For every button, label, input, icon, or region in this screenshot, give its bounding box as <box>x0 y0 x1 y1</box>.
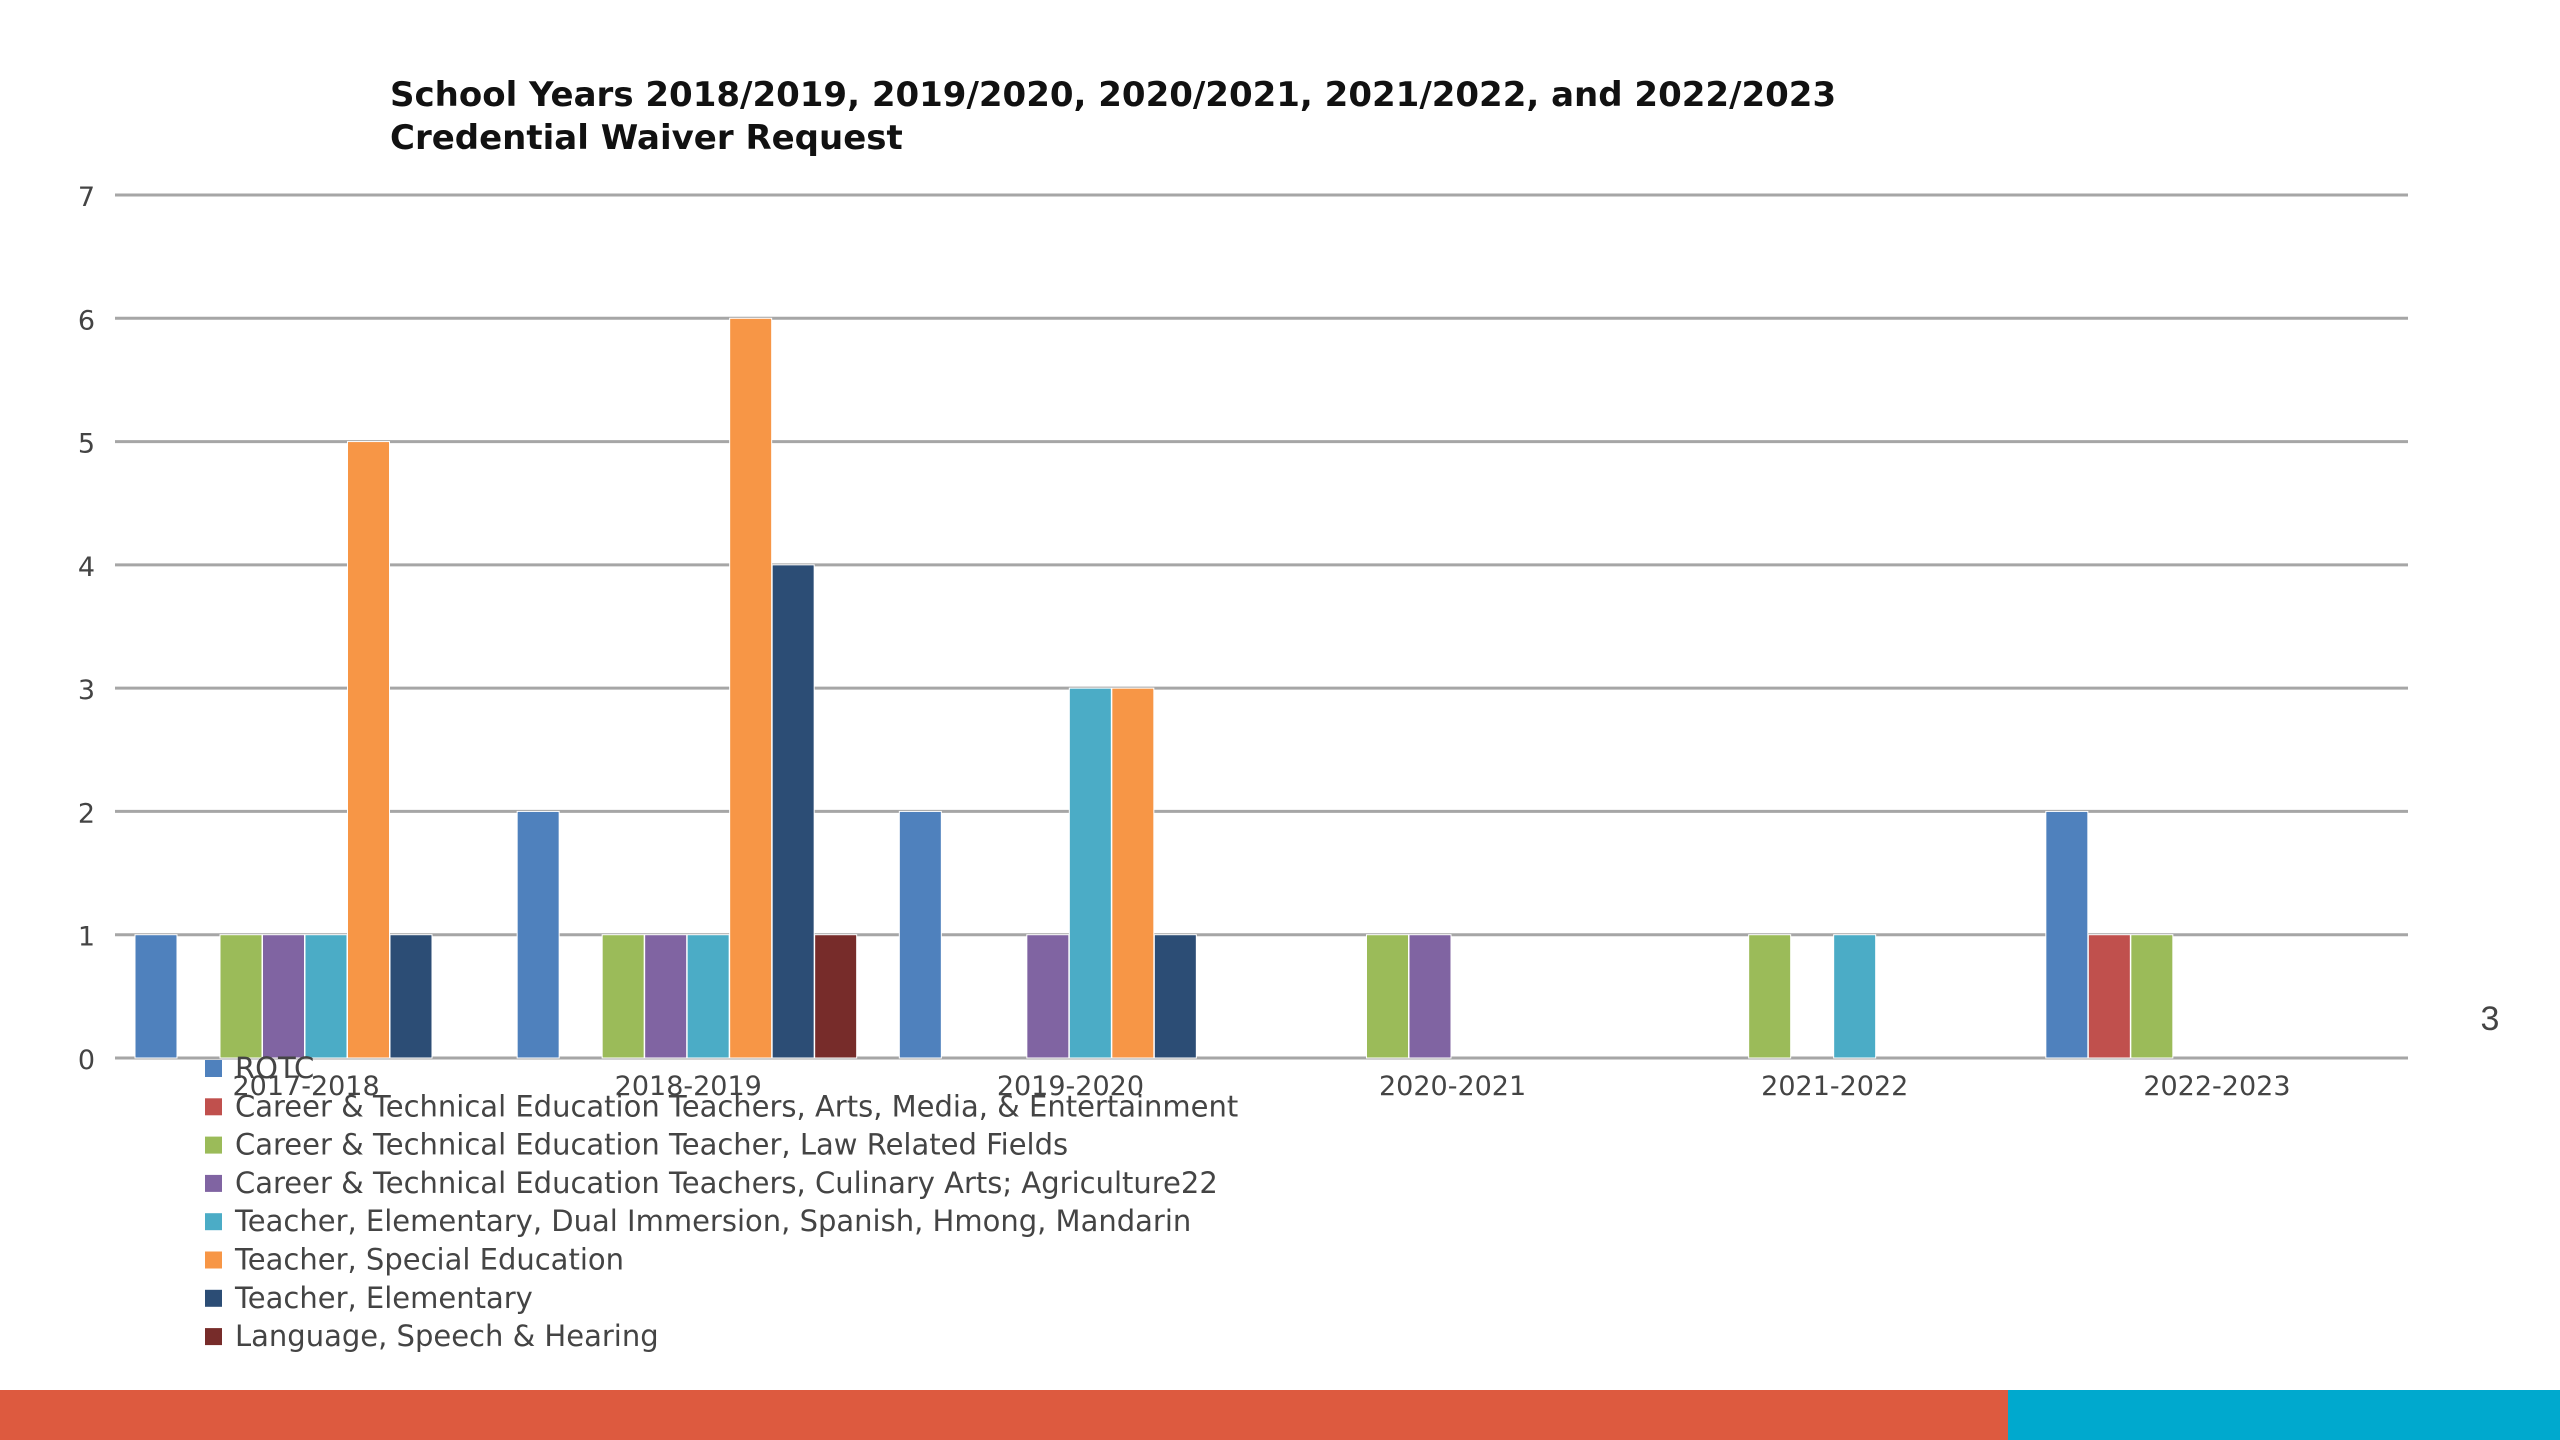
bar <box>1111 687 1155 1059</box>
bar <box>898 810 942 1059</box>
x-tick-label: 2019-2020 <box>997 1071 1144 1102</box>
y-tick-label: 4 <box>78 552 95 583</box>
bar <box>219 934 263 1059</box>
bar <box>814 934 858 1059</box>
legend: ROTC Career & Technical Education Teacher… <box>205 1051 1238 1353</box>
legend-label: Teacher, Elementary <box>234 1281 533 1315</box>
footer-bar-blue <box>2008 1390 2560 1440</box>
x-tick-label: 2017-2018 <box>232 1071 379 1102</box>
bar <box>644 934 688 1059</box>
x-tick-label: 2018-2019 <box>615 1071 762 1102</box>
bar <box>1153 934 1197 1059</box>
y-tick-label: 6 <box>78 305 95 336</box>
bar <box>516 810 560 1059</box>
bar <box>134 934 178 1059</box>
bar <box>1026 934 1070 1059</box>
bar <box>601 934 645 1059</box>
x-axis-ticks: 2017-2018 2018-2019 2019-2020 2020-2021 2021… <box>232 1071 2290 1102</box>
chart-title: School Years 2018/2019, 2019/2020, 2020/… <box>390 75 1836 115</box>
legend-label: Career & Technical Education Teachers, A… <box>235 1089 1238 1123</box>
legend-swatch <box>205 1136 222 1154</box>
footer-bar-orange <box>0 1390 2008 1440</box>
y-tick-label: 5 <box>78 429 95 460</box>
legend-swatch <box>205 1251 222 1269</box>
y-tick-label: 1 <box>78 922 95 953</box>
legend-swatch <box>205 1213 222 1231</box>
x-tick-label: 2020-2021 <box>1379 1071 1526 1102</box>
bar <box>347 441 390 1059</box>
chart-subtitle: Credential Waiver Request <box>390 118 903 158</box>
y-tick-label: 3 <box>78 675 95 706</box>
x-tick-label: 2022-2023 <box>2143 1071 2290 1102</box>
bar <box>771 564 815 1059</box>
legend-swatch <box>205 1289 222 1307</box>
page-number: 3 <box>2480 1000 2500 1038</box>
y-tick-label: 0 <box>78 1045 95 1076</box>
legend-label: Teacher, Elementary, Dual Immersion, Spa… <box>234 1204 1191 1238</box>
x-tick-label: 2021-2022 <box>1761 1071 1908 1102</box>
bar <box>2045 810 2089 1059</box>
bar <box>304 934 348 1059</box>
bar <box>389 934 433 1059</box>
legend-label: Teacher, Special Education <box>234 1243 624 1277</box>
legend-label: Career & Technical Education Teachers, C… <box>235 1166 1218 1200</box>
legend-swatch <box>205 1328 222 1346</box>
y-tick-label: 2 <box>78 798 95 829</box>
legend-label: ROTC <box>235 1051 314 1085</box>
bar <box>729 317 773 1059</box>
y-axis-ticks: 0 1 2 3 4 5 6 7 <box>78 182 95 1076</box>
legend-swatch <box>205 1060 222 1077</box>
bar <box>1748 934 1792 1059</box>
bar <box>2130 934 2174 1059</box>
legend-swatch <box>205 1098 222 1116</box>
bar <box>1366 934 1409 1059</box>
bar <box>262 934 305 1059</box>
bar <box>1408 934 1452 1059</box>
bar <box>2087 934 2131 1059</box>
bar <box>1068 687 1112 1059</box>
gridlines <box>115 193 2408 1060</box>
y-tick-label: 7 <box>78 182 95 213</box>
bars <box>134 317 2174 1059</box>
legend-label: Career & Technical Education Teacher, La… <box>235 1128 1068 1162</box>
legend-label: Language, Speech & Hearing <box>235 1319 659 1353</box>
bar <box>1833 934 1877 1059</box>
bar <box>686 934 730 1059</box>
legend-swatch <box>205 1174 222 1192</box>
